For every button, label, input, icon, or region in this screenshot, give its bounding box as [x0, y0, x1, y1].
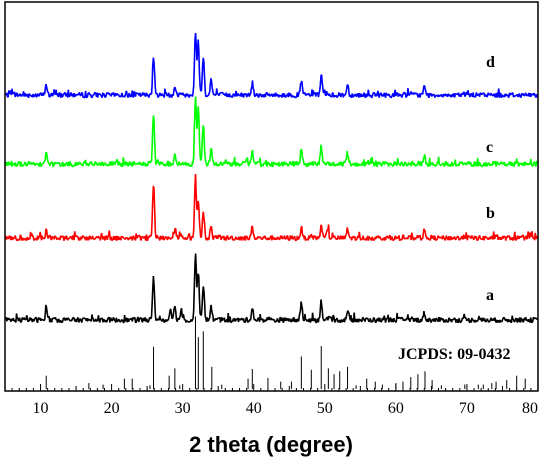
plot-frame — [4, 1, 539, 392]
x-tick-label: 70 — [459, 400, 475, 417]
x-tick-label: 30 — [175, 400, 191, 417]
x-tick-label: 50 — [317, 400, 333, 417]
x-tick-label: 10 — [33, 400, 49, 417]
series-d-label: d — [486, 54, 495, 71]
series-d-line — [4, 32, 539, 99]
reference-label: JCPDS: 09-0432 — [398, 346, 510, 363]
series-b-line — [4, 174, 539, 242]
series-c-line — [4, 96, 539, 168]
series-a-label: a — [486, 287, 494, 304]
series-a-line — [4, 253, 539, 324]
x-tick-label: 60 — [388, 400, 404, 417]
series-c-label: c — [486, 139, 493, 156]
series-layer: d c b a — [4, 32, 539, 324]
series-b-label: b — [486, 205, 495, 222]
x-tick-label: 20 — [104, 400, 120, 417]
x-tick-label: 80 — [522, 400, 538, 417]
x-tick-label: 40 — [246, 400, 262, 417]
reference-lines — [45, 316, 526, 389]
x-axis-ticks: 10 20 30 40 50 60 70 80 — [4, 384, 539, 417]
x-axis-title: 2 theta (degree) — [189, 432, 353, 457]
